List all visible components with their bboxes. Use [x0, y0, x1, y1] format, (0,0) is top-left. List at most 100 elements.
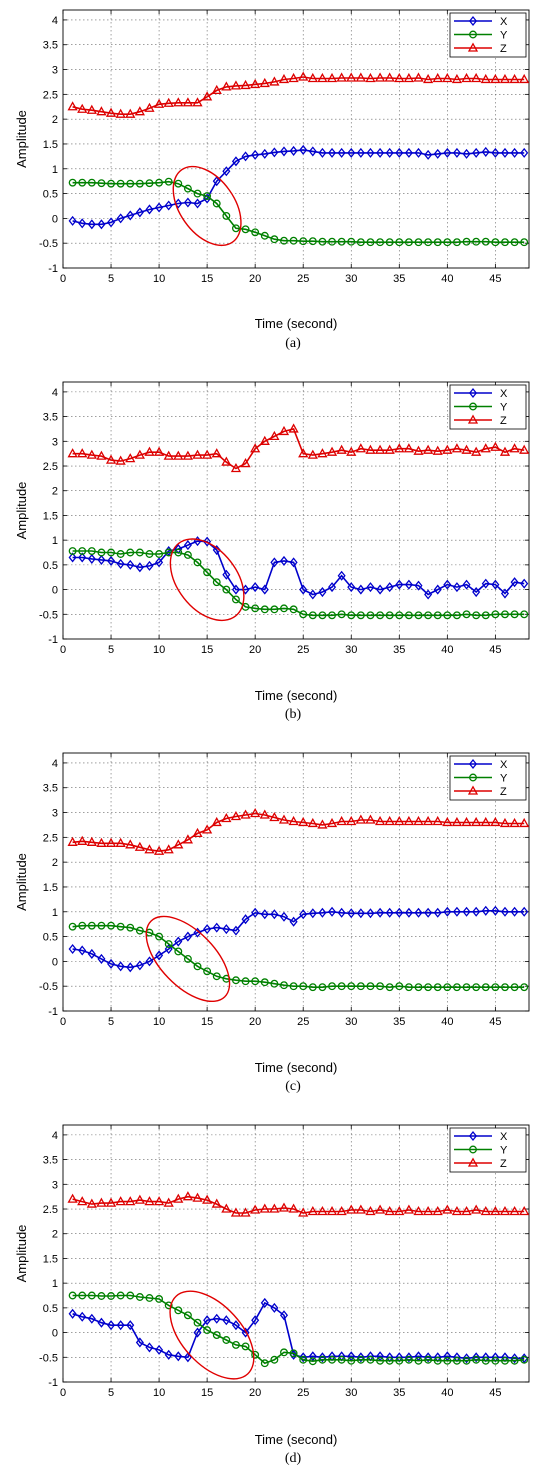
data-point-Y — [174, 947, 183, 956]
data-point-X — [356, 584, 365, 595]
data-point-X — [404, 907, 413, 918]
data-point-Z — [144, 844, 155, 854]
data-point-Y — [510, 238, 519, 247]
data-point-Y — [328, 1355, 336, 1364]
data-point-Z — [230, 80, 242, 90]
chart-panel-3: 0 5 10 15 20 25 30 35 40 45 -1 -0.5 0 0.5 1 1.5 2 2.5 3 3.5… — [14, 1124, 530, 1466]
data-point-Z — [346, 72, 357, 82]
data-point-Z — [96, 450, 107, 460]
data-point-X — [87, 219, 96, 230]
data-point-X — [97, 219, 106, 230]
data-point-Y — [520, 983, 529, 992]
legend-label-Y: Y — [500, 1145, 508, 1157]
data-point-X — [289, 145, 298, 156]
x-tick-label: 15 — [201, 1016, 213, 1028]
data-point-Z — [269, 430, 280, 441]
data-point-X — [376, 147, 385, 158]
y-tick-label: 3 — [52, 65, 58, 77]
data-point-Y — [395, 982, 404, 991]
data-point-Y — [481, 983, 490, 992]
data-point-Z — [115, 108, 126, 118]
y-tick-label: -1 — [48, 263, 58, 275]
data-point-X — [472, 906, 481, 917]
data-point-Y — [145, 1294, 154, 1302]
data-point-Y — [328, 611, 336, 620]
data-point-Z — [355, 1204, 366, 1214]
data-point-Z — [490, 73, 501, 84]
data-point-Y — [231, 224, 240, 233]
data-point-Y — [433, 238, 442, 247]
data-point-Y — [260, 978, 269, 987]
data-point-Z — [202, 449, 213, 459]
data-point-Y — [203, 568, 212, 577]
x-tick-label: 15 — [201, 644, 213, 656]
x-tick-label: 30 — [345, 1387, 357, 1399]
data-point-X — [251, 1315, 260, 1326]
data-point-Y — [193, 1318, 202, 1327]
x-tick-label: 30 — [345, 273, 357, 285]
series-X — [68, 144, 529, 230]
data-point-Y — [308, 611, 317, 620]
data-point-X — [308, 1351, 317, 1362]
x-tick-label: 45 — [489, 273, 501, 285]
data-point-Y — [241, 977, 250, 986]
data-point-Y — [97, 921, 106, 930]
data-point-Y — [318, 611, 327, 620]
data-point-Y — [424, 611, 433, 620]
data-point-Y — [452, 611, 461, 620]
data-point-X — [107, 555, 116, 566]
plot-frame — [62, 381, 530, 640]
data-point-Z — [182, 450, 194, 460]
data-point-X — [500, 147, 510, 158]
data-point-X — [212, 922, 221, 933]
x-tick-label: 25 — [297, 273, 309, 285]
data-point-Z — [278, 1202, 290, 1212]
data-point-Y — [424, 983, 433, 992]
series-Z — [67, 807, 530, 855]
y-tick-label: 1.5 — [43, 882, 58, 894]
legend-marker-Z — [467, 1157, 479, 1167]
data-point-Y — [491, 1356, 500, 1365]
data-point-Y — [366, 1355, 375, 1364]
y-tick-label: 2 — [52, 114, 58, 126]
data-point-Z — [442, 1204, 453, 1214]
x-tick-label: 5 — [108, 644, 114, 656]
data-point-X — [87, 1313, 96, 1324]
legend-marker-X — [468, 15, 478, 27]
data-point-Z — [115, 837, 126, 847]
data-point-Y — [126, 548, 135, 557]
series-Y — [68, 1291, 529, 1368]
legend: XYZ — [449, 1127, 527, 1173]
data-point-X — [462, 579, 471, 590]
data-point-Y — [280, 981, 288, 990]
data-point-Z — [77, 103, 88, 113]
data-point-Y — [481, 237, 490, 246]
data-point-Z — [403, 443, 415, 453]
data-point-X — [347, 582, 356, 593]
data-point-Z — [413, 815, 424, 826]
data-point-Y — [491, 238, 500, 247]
data-point-Z — [240, 458, 251, 468]
data-point-X — [203, 536, 212, 547]
data-point-X — [126, 1320, 135, 1331]
data-point-Z — [519, 444, 530, 454]
data-point-Z — [86, 449, 97, 459]
data-point-Z — [519, 73, 530, 84]
data-point-Z — [499, 1205, 511, 1216]
data-point-Y — [395, 1356, 404, 1365]
data-point-Z — [269, 1203, 280, 1213]
data-point-Y — [126, 923, 135, 932]
data-point-Z — [480, 73, 491, 84]
x-tick-label: 45 — [489, 1387, 501, 1399]
data-point-Y — [308, 237, 317, 246]
data-point-X — [87, 553, 96, 564]
data-point-X — [510, 906, 519, 917]
data-point-Y — [510, 610, 519, 619]
x-tick-label: 20 — [249, 1387, 261, 1399]
x-tick-label: 30 — [345, 644, 357, 656]
data-point-X — [385, 907, 394, 918]
data-point-Y — [126, 1291, 135, 1300]
data-point-Y — [164, 1301, 173, 1310]
data-point-Z — [173, 1193, 184, 1203]
series-line-Y — [72, 180, 525, 243]
